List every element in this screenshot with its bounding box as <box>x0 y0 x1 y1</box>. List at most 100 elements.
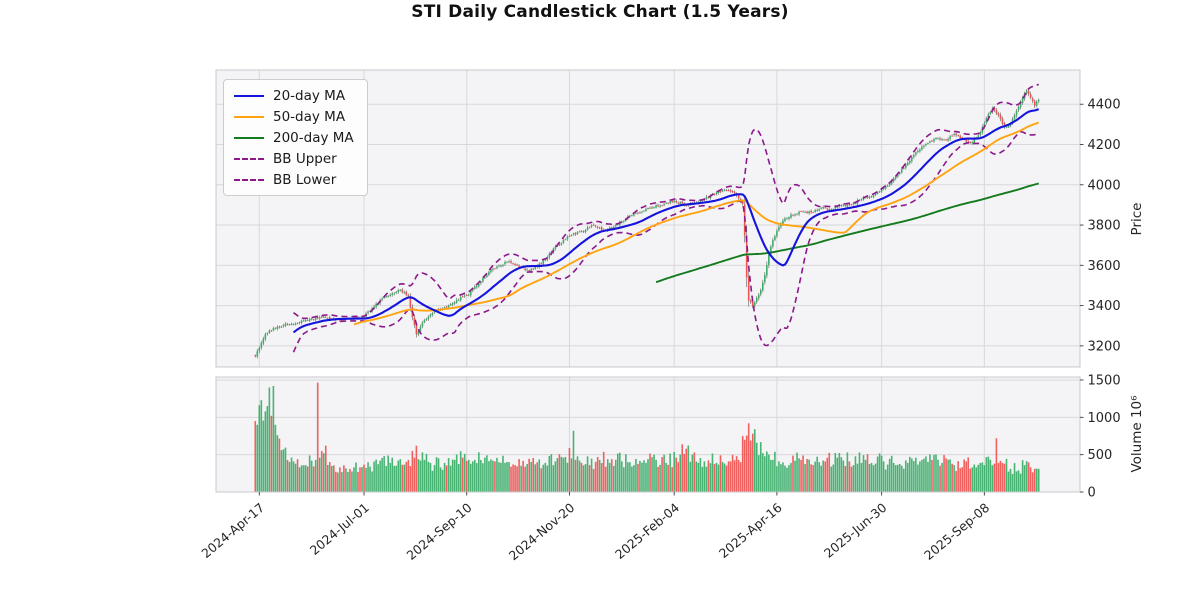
volume-bar <box>1029 467 1032 492</box>
volume-bar <box>731 454 734 492</box>
volume-bar <box>471 461 474 492</box>
candle-body <box>832 208 835 210</box>
volume-bar <box>280 450 283 492</box>
volume-bar <box>943 455 945 492</box>
candle-body <box>913 154 915 158</box>
volume-bar <box>556 458 559 492</box>
volume-tick-label: 1500 <box>1088 373 1121 388</box>
candle-body <box>925 144 927 146</box>
volume-bar <box>925 456 927 492</box>
volume-bar <box>498 462 500 492</box>
candle-body <box>697 201 700 203</box>
volume-bar <box>683 453 686 492</box>
legend-item-ma20: 20-day MA <box>234 85 354 106</box>
volume-bar <box>768 454 770 492</box>
volume-bar <box>919 461 921 492</box>
candle-body <box>880 188 883 192</box>
candle-body <box>322 316 325 318</box>
volume-bar <box>725 465 728 492</box>
candle-body <box>741 201 744 204</box>
candle-body <box>1037 99 1040 102</box>
volume-bar <box>723 463 726 492</box>
volume-bar <box>296 459 299 492</box>
candle-body <box>842 204 845 206</box>
candle-body <box>610 227 613 229</box>
candle-body <box>584 229 587 232</box>
volume-bar <box>709 463 712 492</box>
legend-label: BB Upper <box>273 150 337 167</box>
volume-bar <box>300 465 303 492</box>
candle-body <box>949 136 951 140</box>
candle-body <box>447 305 450 308</box>
candle-body <box>911 157 913 162</box>
volume-axis-label: Volume 10⁶ <box>1129 395 1145 472</box>
volume-bar <box>318 457 321 492</box>
volume-bar <box>1011 473 1014 492</box>
candle-body <box>572 233 575 235</box>
volume-bar <box>463 453 466 492</box>
volume-bar <box>711 453 714 492</box>
volume-bar <box>343 465 345 492</box>
candle-body <box>814 210 816 212</box>
candle-body <box>393 293 396 295</box>
volume-bar <box>739 462 742 492</box>
bb-upper-line-swatch <box>234 157 264 160</box>
candle-body <box>941 139 943 140</box>
volume-bar <box>355 462 357 492</box>
volume-bar <box>778 461 780 492</box>
candle-body <box>778 226 780 231</box>
volume-bar <box>375 459 377 492</box>
volume-bar <box>256 424 259 492</box>
volume-bar <box>967 457 970 492</box>
candle-body <box>633 214 635 216</box>
candle-body <box>568 235 571 237</box>
candle-body <box>852 203 855 205</box>
volume-bar <box>548 455 551 492</box>
candle-body <box>260 342 263 348</box>
volume-tick-label: 1000 <box>1088 411 1121 426</box>
volume-bar <box>349 468 351 492</box>
volume-bar <box>268 387 271 492</box>
volume-bar <box>328 462 331 492</box>
volume-bar <box>369 466 371 492</box>
volume-bar <box>492 460 494 492</box>
volume-bar <box>286 459 289 492</box>
volume-bar <box>550 454 553 492</box>
candle-body <box>641 211 643 213</box>
volume-bar <box>923 458 925 492</box>
candle-body <box>723 189 726 191</box>
candle-body <box>415 324 418 335</box>
volume-bar <box>546 465 549 492</box>
candle-body <box>524 268 526 271</box>
candle-body <box>707 196 710 198</box>
candle-body <box>631 215 633 216</box>
candle-body <box>256 351 259 357</box>
candle-body <box>860 199 863 201</box>
volume-bar <box>435 457 438 492</box>
volume-bar <box>429 462 432 492</box>
volume-bar <box>443 462 446 492</box>
candle-body <box>751 301 754 306</box>
volume-bar <box>816 456 818 492</box>
volume-bar <box>693 452 696 492</box>
candle-body <box>598 227 601 229</box>
candle-body <box>292 323 295 325</box>
candle-body <box>560 243 563 245</box>
candle-body <box>544 259 547 261</box>
volume-bar <box>1013 463 1016 492</box>
price-tick-label: 3600 <box>1088 259 1121 274</box>
volume-bar <box>506 462 508 492</box>
candle-body <box>737 194 740 199</box>
candle-body <box>822 207 825 209</box>
volume-bar <box>578 460 581 492</box>
volume-bar <box>500 462 502 492</box>
legend-label: 50-day MA <box>273 108 346 125</box>
volume-bar <box>542 464 545 492</box>
volume-bar <box>592 468 595 492</box>
volume-bar <box>921 459 923 492</box>
volume-tick-label: 0 <box>1088 486 1096 501</box>
volume-bar <box>407 459 410 492</box>
volume-bar <box>459 451 462 492</box>
volume-bar <box>1033 468 1036 492</box>
volume-bar <box>484 457 486 492</box>
